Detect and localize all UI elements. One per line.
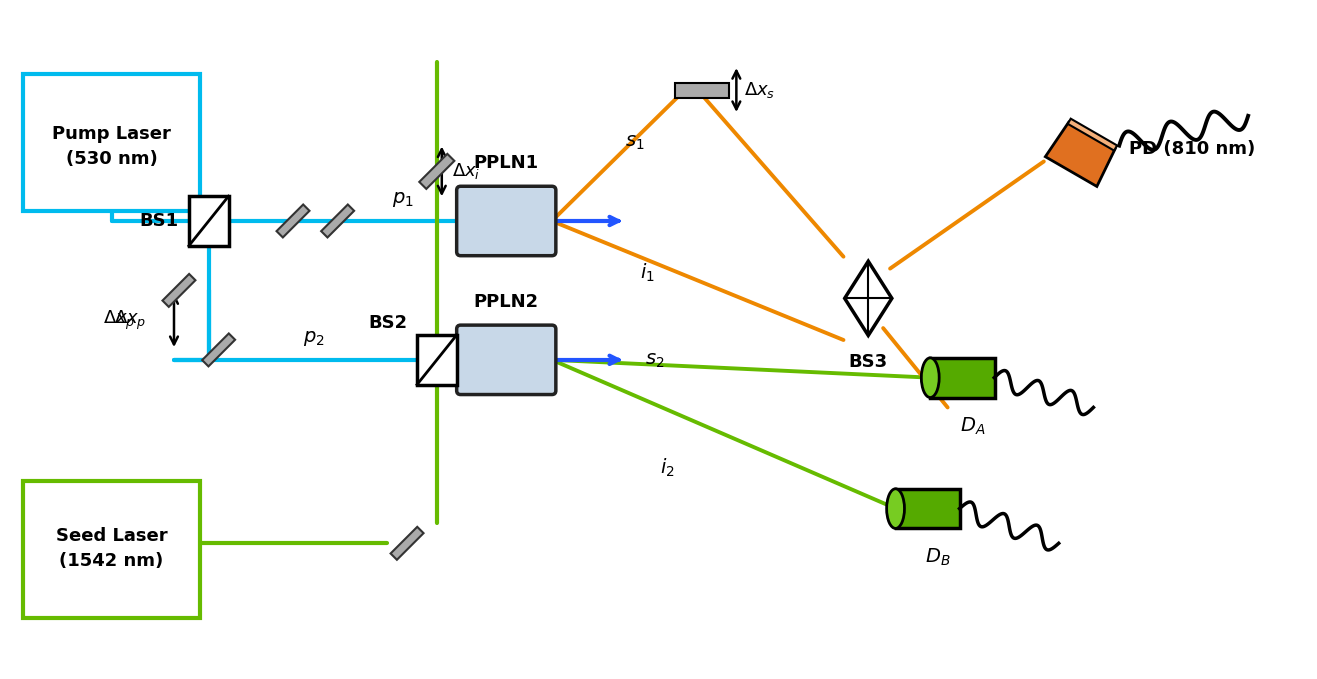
Text: $\Delta x_p$: $\Delta x_p$ <box>115 308 148 332</box>
Bar <box>188 196 229 246</box>
Bar <box>417 335 457 384</box>
FancyBboxPatch shape <box>457 186 556 256</box>
Text: PD (810 nm): PD (810 nm) <box>1129 140 1255 158</box>
Text: PPLN2: PPLN2 <box>474 293 539 311</box>
Text: $\Delta x_p$: $\Delta x_p$ <box>103 308 136 332</box>
Bar <box>24 74 200 211</box>
Polygon shape <box>896 489 960 528</box>
Text: $p_1$: $p_1$ <box>392 190 414 209</box>
Text: $s_2$: $s_2$ <box>645 351 665 370</box>
Polygon shape <box>1068 119 1117 151</box>
FancyBboxPatch shape <box>457 325 556 394</box>
Ellipse shape <box>886 489 905 528</box>
Text: $D_B$: $D_B$ <box>925 547 951 568</box>
Bar <box>674 83 730 98</box>
Text: $\Delta x_s$: $\Delta x_s$ <box>744 80 776 100</box>
Text: $p_2$: $p_2$ <box>303 329 324 348</box>
Polygon shape <box>419 154 454 189</box>
Bar <box>24 481 200 618</box>
Text: BS3: BS3 <box>848 353 888 371</box>
Polygon shape <box>277 204 309 238</box>
Text: $\Delta x_i$: $\Delta x_i$ <box>452 162 481 181</box>
Polygon shape <box>202 333 236 367</box>
Text: BS2: BS2 <box>367 314 407 332</box>
Text: PPLN1: PPLN1 <box>474 154 539 172</box>
Text: Seed Laser
(1542 nm): Seed Laser (1542 nm) <box>55 527 167 570</box>
Text: $s_1$: $s_1$ <box>626 133 645 152</box>
Text: BS1: BS1 <box>140 212 179 230</box>
Text: $i_2$: $i_2$ <box>660 457 674 479</box>
Polygon shape <box>162 274 195 307</box>
Polygon shape <box>930 358 994 397</box>
Polygon shape <box>321 204 354 238</box>
Polygon shape <box>391 527 424 559</box>
Text: $D_A$: $D_A$ <box>960 416 985 437</box>
Text: $i_1$: $i_1$ <box>640 261 655 284</box>
Text: Pump Laser
(530 nm): Pump Laser (530 nm) <box>53 125 171 168</box>
Polygon shape <box>1046 122 1115 187</box>
Polygon shape <box>844 261 892 335</box>
Ellipse shape <box>922 358 939 397</box>
